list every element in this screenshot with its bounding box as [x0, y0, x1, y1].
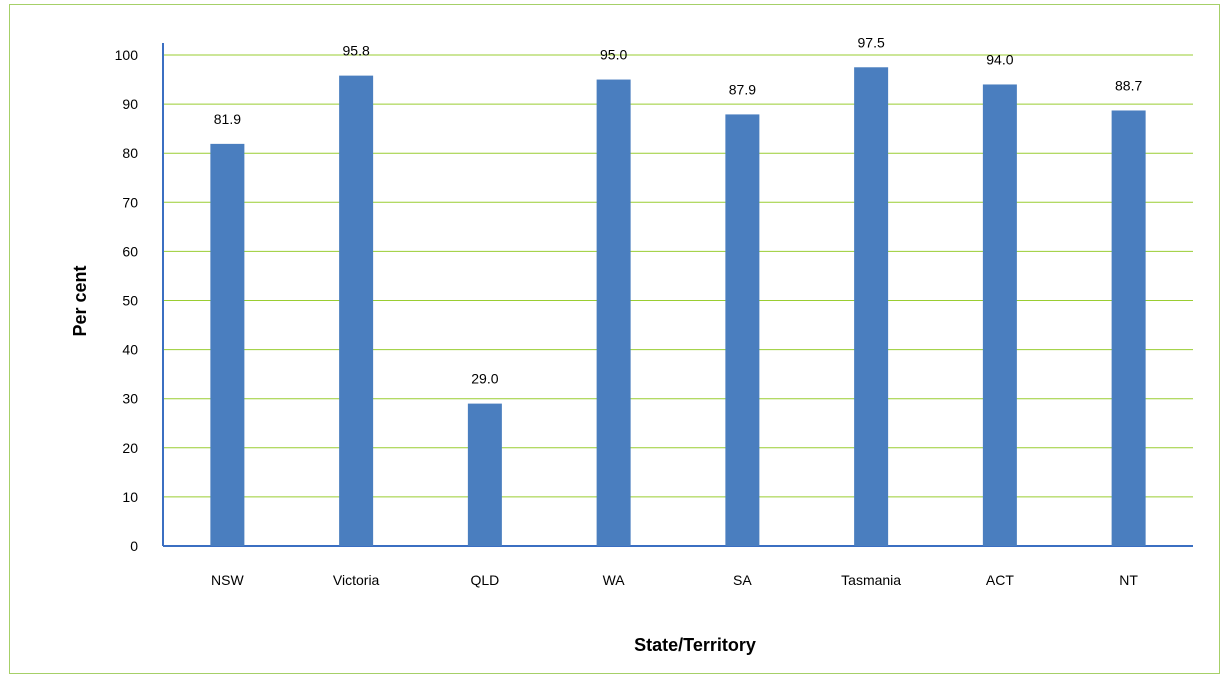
y-tick-label: 90: [122, 96, 138, 112]
y-tick-label: 10: [122, 489, 138, 505]
gridlines: [163, 54, 1193, 498]
y-tick-label: 0: [130, 538, 138, 554]
x-tick-label: Tasmania: [841, 572, 901, 588]
data-label: 95.8: [343, 43, 370, 59]
bar: [725, 114, 760, 546]
bar: [1111, 110, 1146, 546]
bars: [210, 67, 1146, 547]
x-tick-label: WA: [603, 572, 626, 588]
x-axis-title: State/Territory: [634, 635, 756, 655]
y-tick-label: 70: [122, 194, 138, 210]
x-tick-label: SA: [733, 572, 752, 588]
x-tick-label: QLD: [470, 572, 499, 588]
y-tick-labels: 0 10 20 30 40 50 60 70 80 90 100: [115, 47, 139, 554]
x-tick-label: NSW: [211, 572, 244, 588]
x-tick-labels: NSW Victoria QLD WA SA Tasmania ACT NT: [211, 572, 1138, 588]
axes: [162, 43, 1193, 547]
data-label: 87.9: [729, 81, 756, 97]
y-tick-label: 20: [122, 440, 138, 456]
y-tick-label: 30: [122, 391, 138, 407]
data-label: 88.7: [1115, 77, 1142, 93]
bar: [339, 75, 374, 546]
bar: [467, 403, 502, 546]
bar: [596, 79, 631, 547]
y-tick-label: 60: [122, 243, 138, 259]
data-labels: 81.9 95.8 29.0 95.0 87.9 97.5 94.0 88.7: [214, 34, 1143, 386]
x-tick-label: Victoria: [333, 572, 380, 588]
x-tick-label: ACT: [986, 572, 1014, 588]
y-tick-label: 50: [122, 293, 138, 309]
data-label: 29.0: [471, 371, 498, 387]
y-tick-label: 80: [122, 145, 138, 161]
bar: [982, 84, 1017, 547]
data-label: 81.9: [214, 111, 241, 127]
data-label: 95.0: [600, 47, 627, 63]
data-label: 94.0: [986, 51, 1013, 67]
bar: [210, 143, 245, 546]
data-label: 97.5: [858, 34, 885, 50]
x-tick-label: NT: [1119, 572, 1138, 588]
y-tick-label: 100: [115, 47, 139, 63]
y-axis-title: Per cent: [70, 265, 90, 336]
bar: [854, 67, 889, 547]
y-tick-label: 40: [122, 342, 138, 358]
